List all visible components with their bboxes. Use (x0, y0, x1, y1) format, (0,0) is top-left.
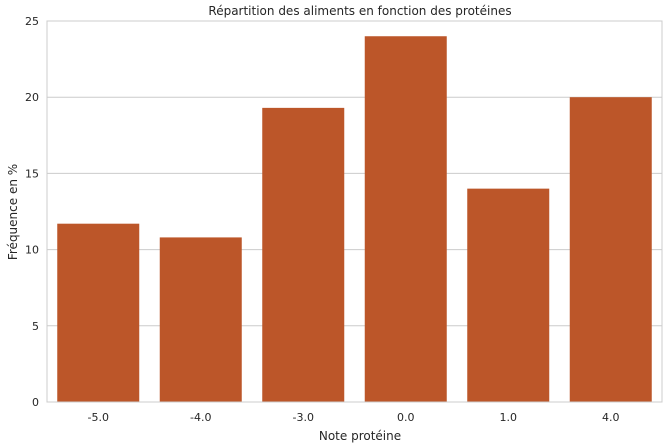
x-tick-label-4.0: 4.0 (602, 411, 620, 424)
x-tick-labels: -5.0 -4.0 -3.0 0.0 1.0 4.0 (88, 411, 620, 424)
y-tick-label-0: 0 (32, 396, 39, 409)
bars (57, 36, 652, 403)
bar-4.0 (569, 97, 652, 402)
x-axis-label: Note protéine (319, 429, 401, 443)
plot-frame (46, 20, 663, 403)
bar--3.0 (262, 107, 345, 403)
x-tick-label--4.0: -4.0 (190, 411, 211, 424)
x-tick-label--3.0: -3.0 (293, 411, 314, 424)
y-axis-label: Fréquence en % (6, 164, 20, 260)
y-tick-label-25: 25 (25, 15, 39, 28)
y-tick-label-10: 10 (25, 244, 39, 257)
x-tick-label-0.0: 0.0 (397, 411, 415, 424)
x-tick-label-1.0: 1.0 (500, 411, 518, 424)
y-tick-labels: 0 5 10 15 20 25 (25, 15, 39, 409)
y-tick-label-20: 20 (25, 91, 39, 104)
x-tick-label--5.0: -5.0 (88, 411, 109, 424)
y-tick-label-15: 15 (25, 167, 39, 180)
y-tick-label-5: 5 (32, 320, 39, 333)
bar--4.0 (159, 237, 242, 402)
bar--5.0 (57, 223, 140, 402)
bar-1.0 (467, 188, 550, 402)
chart-title: Répartition des aliments en fonction des… (208, 4, 511, 18)
bar-0.0 (364, 36, 447, 403)
